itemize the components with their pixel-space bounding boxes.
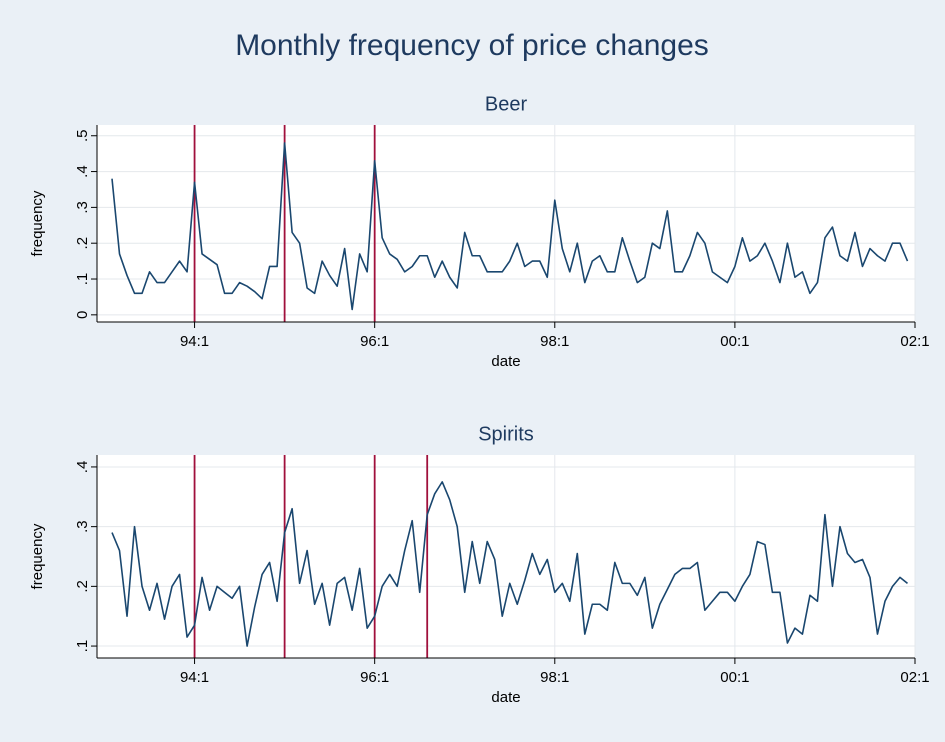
y-tick-label: .3 — [74, 520, 91, 533]
x-tick-label: 00:1 — [720, 333, 749, 350]
x-tick-label: 02:1 — [900, 333, 929, 350]
y-tick-label: .2 — [74, 580, 91, 593]
x-tick-label: 96:1 — [360, 669, 389, 686]
data-line — [111, 481, 908, 647]
x-tick-label: 98:1 — [540, 333, 569, 350]
chart-title: Monthly frequency of price changes — [235, 29, 709, 62]
y-axis-label: frequency — [29, 190, 46, 256]
y-tick-label: .4 — [74, 165, 91, 178]
x-axis-label: date — [491, 689, 520, 706]
x-tick-label: 94:1 — [180, 669, 209, 686]
y-tick-label: .4 — [74, 461, 91, 474]
panel-title: Spirits — [478, 423, 534, 445]
y-tick-label: .5 — [74, 129, 91, 142]
y-tick-label: .3 — [74, 201, 91, 214]
y-tick-label: .2 — [74, 237, 91, 250]
y-tick-label: 0 — [74, 311, 91, 319]
panel-title: Beer — [485, 93, 528, 115]
x-axis-label: date — [491, 353, 520, 370]
data-line — [111, 142, 909, 311]
x-tick-label: 02:1 — [900, 669, 929, 686]
plot-area — [97, 455, 915, 658]
y-tick-label: .1 — [74, 273, 91, 286]
plot-area — [97, 125, 915, 322]
y-tick-label: .1 — [74, 640, 91, 653]
x-tick-label: 00:1 — [720, 669, 749, 686]
x-tick-label: 96:1 — [360, 333, 389, 350]
x-tick-label: 94:1 — [180, 333, 209, 350]
y-axis-label: frequency — [29, 523, 46, 589]
x-tick-label: 98:1 — [540, 669, 569, 686]
